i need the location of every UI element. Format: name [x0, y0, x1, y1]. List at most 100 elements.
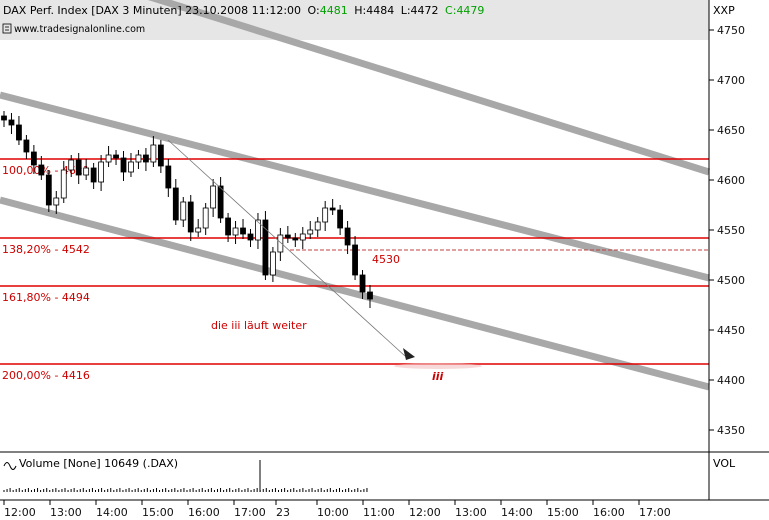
candle-body-38	[284, 234, 291, 239]
candle-body-13	[98, 161, 105, 183]
source-url: www.tradesignalonline.com	[14, 24, 145, 35]
price-tick-label-5: 4500	[717, 274, 745, 287]
trend-channel-3	[0, 196, 710, 391]
volume-icon	[3, 462, 17, 470]
volume-label: Volume [None] 10649 (.DAX)	[19, 457, 178, 470]
candle-body-25	[187, 201, 194, 233]
candle-body-21	[157, 144, 164, 167]
candle-body-46	[344, 227, 351, 246]
candle-body-29	[217, 185, 224, 219]
candle-body-2	[16, 124, 22, 141]
level-label-4: 200,00% - 4416	[2, 369, 90, 382]
candle-body-5	[38, 164, 45, 176]
volume-bars	[3, 460, 368, 492]
candle-body-34	[255, 219, 261, 241]
candle-body-11	[83, 167, 90, 176]
wave-label: iii	[432, 370, 444, 383]
level-label-3: 161,80% - 4494	[2, 291, 90, 304]
candle-body-18	[135, 154, 142, 163]
candle-body-43	[322, 207, 329, 223]
candle-body-27	[202, 207, 209, 229]
close-value: 4479	[456, 4, 484, 17]
candle-body-15	[113, 154, 119, 159]
time-tick-label-4: 16:00	[188, 506, 220, 519]
time-tick-label-0: 12:00	[4, 506, 36, 519]
level-4530-label: 4530	[372, 253, 400, 266]
open-value: 4481	[320, 4, 348, 17]
candle-body-41	[307, 229, 314, 235]
price-tick-label-0: 4750	[717, 24, 745, 37]
time-tick-label-3: 15:00	[142, 506, 174, 519]
candle-body-12	[90, 167, 97, 183]
candles	[1, 111, 373, 308]
fib-levels: 100,00% - 4621 138,20% - 4542 161,80% - 44…	[0, 158, 709, 382]
close-label: C:	[445, 4, 456, 17]
price-tick-label-6: 4450	[717, 324, 745, 337]
candle-body-20	[150, 144, 157, 163]
price-tick-label-4: 4550	[717, 224, 745, 237]
candle-body-3	[23, 139, 30, 153]
candle-body-35	[262, 219, 269, 276]
candle-body-7	[53, 197, 60, 206]
candle-body-33	[247, 233, 254, 241]
target-zone	[394, 363, 482, 369]
candle-body-8	[60, 169, 67, 199]
candle-body-32	[240, 227, 246, 235]
time-tick-label-5: 17:00	[234, 506, 266, 519]
time-tick-label-8: 11:00	[363, 506, 395, 519]
time-tick-label-9: 12:00	[409, 506, 441, 519]
high-value: 4484	[366, 4, 394, 17]
candle-body-9	[68, 159, 75, 171]
candle-body-49	[367, 291, 373, 300]
candle-body-4	[30, 151, 37, 166]
candle-body-47	[352, 244, 358, 276]
trend-channels	[0, 0, 711, 391]
candle-body-31	[232, 227, 239, 236]
low-label: L:	[401, 4, 411, 17]
price-tick-label-2: 4650	[717, 124, 745, 137]
candle-body-23	[172, 187, 179, 221]
candle-body-19	[143, 154, 149, 163]
volume-axis-label: VOL	[713, 457, 736, 470]
wave-annotation: die iii läuft weiter	[211, 319, 307, 332]
trend-channel-1	[147, 0, 711, 176]
candle-body-16	[120, 157, 127, 173]
high-label: H:	[354, 4, 366, 17]
overlay-annotations: die iii läuft weiter iii 4530	[167, 139, 482, 383]
price-tick-label-8: 4350	[717, 424, 745, 437]
candle-body-45	[337, 209, 344, 229]
candle-body-10	[75, 159, 82, 176]
candle-body-1	[8, 119, 15, 126]
time-tick-label-11: 14:00	[501, 506, 533, 519]
title-text: DAX Perf. Index [DAX 3 Minuten] 23.10.20…	[3, 4, 301, 17]
candle-body-14	[105, 154, 112, 163]
candle-body-44	[329, 207, 336, 211]
candle-body-22	[165, 165, 172, 189]
candle-body-30	[225, 217, 231, 236]
time-axis-ticks: 12:00 13:00 14:00 15:00 16:00 17:00 23 10:00 11:…	[3, 500, 671, 519]
trend-channel-2	[0, 91, 710, 282]
candle-body-48	[359, 274, 366, 293]
price-tick-label-1: 4700	[717, 74, 745, 87]
candle-body-40	[299, 233, 306, 241]
info-icon	[2, 23, 12, 34]
projection-line	[167, 139, 406, 357]
header-band	[0, 0, 709, 40]
chart-title: DAX Perf. Index [DAX 3 Minuten] 23.10.20…	[3, 4, 484, 17]
candle-body-17	[128, 161, 134, 173]
candle-body-39	[292, 237, 299, 241]
candle-body-26	[195, 227, 202, 233]
candle-body-28	[210, 185, 217, 209]
candle-body-0	[1, 115, 7, 121]
price-axis-label: XXP	[713, 4, 735, 17]
projection-arrowhead	[403, 348, 415, 360]
low-value: 4472	[411, 4, 439, 17]
price-tick-label-7: 4400	[717, 374, 745, 387]
time-tick-label-7: 10:00	[317, 506, 349, 519]
time-tick-label-10: 13:00	[455, 506, 487, 519]
candle-body-6	[45, 174, 52, 206]
level-label-1: 100,00% - 4621	[2, 164, 90, 177]
time-tick-label-14: 17:00	[639, 506, 671, 519]
price-tick-label-3: 4600	[717, 174, 745, 187]
